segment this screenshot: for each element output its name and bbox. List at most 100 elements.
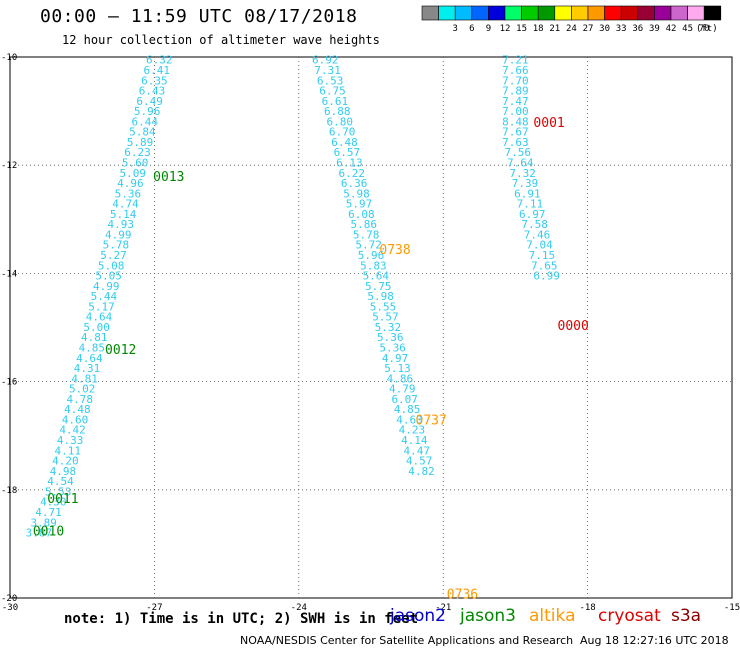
wave-height-value: 6.70 (329, 126, 356, 139)
wave-height-value: 7.11 (517, 198, 544, 211)
wave-height-value: 6.57 (334, 146, 361, 159)
satellite-s3a-label: s3a (671, 606, 702, 626)
legend-tick-label: 12 (500, 24, 511, 34)
wave-height-value: 4.54 (47, 475, 74, 488)
wave-height-value: 4.78 (67, 393, 94, 406)
wave-height-value: 7.58 (521, 218, 548, 231)
latitude-tick-label: -12 (1, 161, 17, 171)
wave-height-value: 5.78 (353, 228, 380, 241)
wave-height-value: 4.14 (401, 434, 428, 447)
wave-height-value: 4.81 (71, 372, 98, 385)
pass-time-label: 0010 (33, 524, 64, 539)
footer-note: note: 1) Time is in UTC; 2) SWH is in fe… (64, 611, 419, 627)
latitude-tick-label: -14 (1, 269, 17, 279)
wave-height-value: 4.30 (40, 496, 67, 509)
wave-height-value: 5.00 (83, 321, 110, 334)
wave-height-value: 4.31 (74, 362, 101, 375)
wave-height-value: 5.97 (346, 198, 373, 211)
wave-height-value: 7.00 (502, 105, 529, 118)
wave-height-value: 5.98 (367, 290, 394, 303)
satellite-cryosat-label: cryosat (598, 606, 661, 626)
map-title: 00:00 — 11:59 UTC 08/17/2018 (40, 6, 358, 27)
pass-time-label: 0736 (447, 588, 478, 603)
pass-time-label: 0000 (558, 319, 589, 334)
pass-time-label: 0737 (416, 413, 447, 428)
wave-height-value: 4.60 (62, 413, 89, 426)
wave-height-value: 6.49 (136, 95, 163, 108)
wave-height-value: 4.64 (86, 311, 113, 324)
wave-height-value: 6.88 (324, 105, 351, 118)
satellite-altika-label: altika (529, 606, 576, 626)
legend-tick-label: 33 (616, 24, 627, 34)
wave-height-value: 5.27 (100, 249, 127, 262)
wave-height-value: 5.83 (360, 259, 387, 272)
wave-height-value: 6.91 (514, 187, 541, 200)
wave-height-value: 5.44 (91, 290, 118, 303)
wave-height-value: 6.48 (331, 136, 358, 149)
wave-height-value: 5.08 (98, 259, 125, 272)
wave-height-value: 5.57 (372, 311, 399, 324)
legend-tick-label: 70 (699, 24, 710, 34)
wave-height-value: 7.70 (502, 74, 529, 87)
satellite-jason3-label: jason3 (460, 606, 516, 626)
legend-tick-label: 36 (632, 24, 643, 34)
wave-height-value: 4.96 (117, 177, 144, 190)
wave-height-value: 5.75 (365, 280, 392, 293)
wave-height-value: 5.53 (45, 485, 72, 498)
wave-height-value: 6.07 (391, 393, 418, 406)
pass-time-label: 0738 (379, 243, 410, 258)
wave-height-value: 4.64 (76, 352, 103, 365)
legend-tick-label: 45 (682, 24, 693, 34)
wave-height-value: 7.46 (524, 228, 551, 241)
legend-tick-label: 21 (549, 24, 560, 34)
wave-height-value: 6.22 (338, 167, 365, 180)
wave-height-value: 7.04 (526, 239, 553, 252)
wave-height-value: 5.78 (103, 239, 130, 252)
longitude-tick-label: -30 (2, 603, 18, 613)
latitude-tick-label: -10 (1, 53, 17, 63)
wave-height-value: 5.36 (115, 187, 142, 200)
wave-height-value: 5.36 (379, 342, 406, 355)
pass-time-label: 0011 (47, 492, 78, 507)
longitude-tick-label: -15 (724, 603, 740, 613)
wave-height-value: 4.57 (406, 455, 433, 468)
map-frame (9, 56, 733, 599)
wave-height-value: 5.72 (355, 239, 382, 252)
wave-height-value: 6.36 (341, 177, 368, 190)
wave-height-value: 4.11 (55, 444, 82, 457)
wave-height-value: 4.99 (105, 228, 132, 241)
wave-height-value: 5.09 (119, 167, 146, 180)
wave-height-value: 6.80 (326, 115, 353, 128)
wave-height-value: 4.81 (81, 331, 108, 344)
wave-height-value: 4.48 (64, 403, 91, 416)
wave-height-value: 4.42 (59, 424, 86, 437)
wave-height-value: 7.47 (502, 95, 529, 108)
legend-tick-label: 39 (649, 24, 660, 34)
latitude-tick-label: -16 (1, 378, 17, 388)
longitude-tick-label: -27 (146, 603, 162, 613)
legend-tick-label: 18 (533, 24, 544, 34)
wave-height-value: 5.84 (129, 126, 156, 139)
wave-height-value: 4.33 (57, 434, 84, 447)
wave-height-value: 7.63 (502, 136, 529, 149)
legend-tick-label: 30 (599, 24, 610, 34)
wave-height-value: 4.79 (389, 383, 416, 396)
wave-height-value: 6.92 (312, 54, 339, 67)
latitude-tick-label: -18 (1, 486, 17, 496)
legend-swatch (703, 5, 722, 21)
wave-height-value: 3.89 (30, 516, 57, 529)
legend-unit-label: (ft) (696, 24, 718, 34)
wave-height-value: 8.48 (502, 115, 529, 128)
wave-height-value: 6.13 (336, 156, 363, 169)
longitude-tick-label: -21 (435, 603, 451, 613)
wave-height-value: 4.20 (52, 455, 79, 468)
wave-height-value: 7.31 (314, 64, 341, 77)
wave-height-value: 5.17 (88, 300, 115, 313)
wave-height-value: 6.43 (139, 85, 166, 98)
wave-height-value: 5.96 (358, 249, 385, 262)
longitude-tick-label: -24 (291, 603, 307, 613)
map-subtitle: 12 hour collection of altimeter wave hei… (62, 33, 380, 47)
generated-timestamp: Aug 18 12:27:16 UTC 2018 (580, 634, 729, 647)
wave-height-value: 5.89 (127, 136, 154, 149)
